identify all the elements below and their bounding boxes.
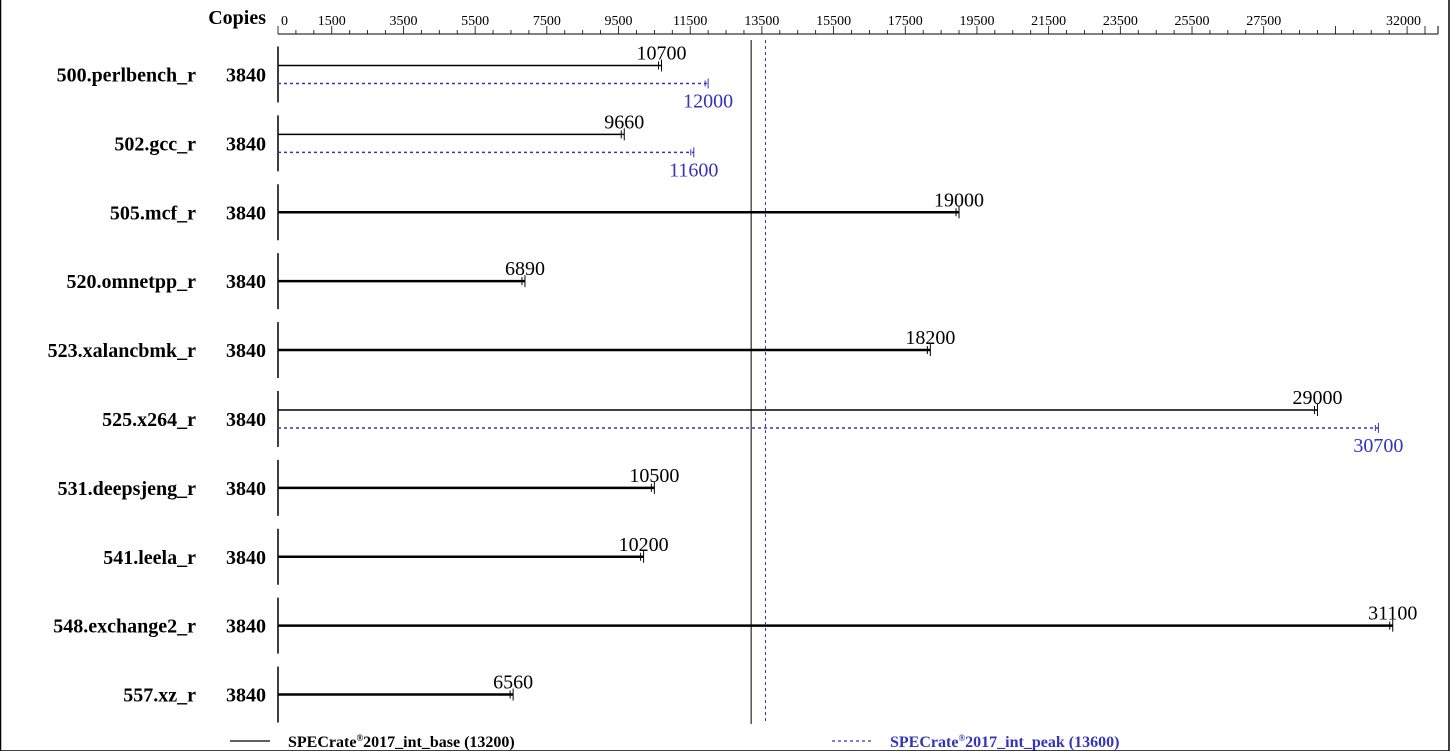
benchmark-row: 502.gcc_r 3840 9660 11600 [114,111,718,181]
base-value-label: 9660 [604,111,644,133]
benchmark-name: 523.xalancbmk_r [48,340,196,362]
benchmark-name: 548.exchange2_r [53,616,196,638]
tick-label: 5500 [461,14,489,29]
copies-value: 3840 [226,133,266,155]
tick-label: 32000 [1386,14,1421,29]
benchmark-name: 502.gcc_r [114,133,196,155]
copies-value: 3840 [226,685,266,707]
benchmark-name: 520.omnetpp_r [67,271,197,293]
benchmark-name: 531.deepsjeng_r [58,478,196,500]
tick-label: 13500 [744,14,779,29]
base-value-label: 31100 [1368,603,1417,625]
base-value-label: 18200 [905,327,955,349]
benchmark-row: 520.omnetpp_r 3840 6890 [67,253,545,310]
benchmark-name: 557.xz_r [123,685,196,707]
copies-value: 3840 [226,616,266,638]
benchmark-row: 548.exchange2_r 3840 31100 [53,597,1417,654]
benchmark-name: 505.mcf_r [110,202,196,224]
benchmark-row: 523.xalancbmk_r 3840 18200 [48,322,955,379]
benchmark-row: 525.x264_r 3840 29000 30700 [102,387,1403,457]
x-axis: Copies 0 1500 3500 5500 7500 9500 11500 13500 15… [208,7,1439,35]
peak-value-label: 30700 [1353,435,1403,457]
benchmark-row: 541.leela_r 3840 10200 [103,528,669,585]
benchmark-name: 525.x264_r [102,409,196,431]
legend: SPECrate®2017_int_base (13200) SPECrate®… [230,733,1119,751]
legend-base-suffix: 2017_int_base (13200) [363,734,515,751]
legend-peak-suffix: 2017_int_peak (13600) [965,734,1119,751]
copies-value: 3840 [226,409,266,431]
copies-value: 3840 [226,64,266,86]
copies-value: 3840 [226,478,266,500]
copies-value: 3840 [226,271,266,293]
copies-value: 3840 [226,547,266,569]
peak-value-label: 11600 [669,159,718,181]
tick-label: 23500 [1103,14,1138,29]
legend-peak-prefix: SPECrate [890,734,958,751]
tick-label: 0 [281,14,288,29]
tick-label: 21500 [1031,14,1066,29]
tick-label: 27500 [1246,14,1281,29]
copies-value: 3840 [226,340,266,362]
base-value-label: 6890 [505,258,545,280]
benchmark-name: 541.leela_r [103,547,196,569]
tick-label: 11500 [673,14,707,29]
base-value-label: 10700 [637,42,687,64]
tick-label: 3500 [389,14,417,29]
tick-label: 15500 [816,14,851,29]
benchmark-row: 500.perlbench_r 3840 10700 12000 [57,42,734,112]
benchmark-row: 531.deepsjeng_r 3840 10500 [58,459,679,516]
legend-base-label: SPECrate®2017_int_base (13200) [288,733,515,751]
legend-peak-reg-mark: ® [958,733,965,743]
base-value-label: 6560 [493,672,533,694]
base-value-label: 10200 [619,534,669,556]
tick-label: 19500 [959,14,994,29]
legend-base-prefix: SPECrate [288,734,356,751]
tick-label: 17500 [888,14,923,29]
peak-value-label: 12000 [683,90,733,112]
legend-peak-label: SPECrate®2017_int_peak (13600) [890,733,1119,751]
tick-label: 9500 [605,14,633,29]
copies-value: 3840 [226,202,266,224]
benchmark-rows: 500.perlbench_r 3840 10700 12000 502.gcc_r 38… [48,42,1417,723]
reference-lines [750,40,766,724]
benchmark-row: 505.mcf_r 3840 19000 [110,184,984,241]
tick-label: 25500 [1175,14,1210,29]
tick-label: 1500 [318,14,346,29]
base-value-label: 19000 [934,189,984,211]
benchmark-name: 500.perlbench_r [57,64,197,86]
tick-label: 7500 [533,14,561,29]
legend-base-reg-mark: ® [356,733,363,743]
benchmark-row: 557.xz_r 3840 6560 [123,666,533,723]
base-value-label: 29000 [1292,387,1342,409]
copies-header: Copies [208,7,266,29]
base-value-label: 10500 [629,465,679,487]
